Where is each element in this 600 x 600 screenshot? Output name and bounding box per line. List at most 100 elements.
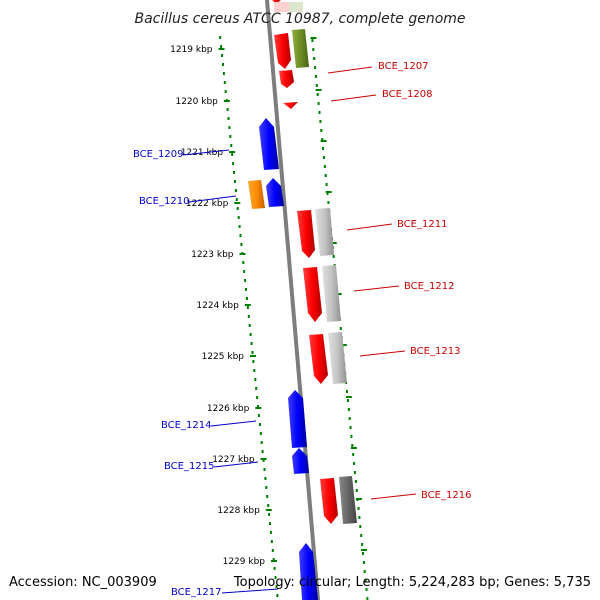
tick-label: 1222 kbp [186, 199, 229, 209]
tick-mark [271, 560, 277, 562]
gene-label-bce-1214[interactable]: BCE_1214 [161, 420, 211, 431]
tick-label: 1220 kbp [175, 97, 218, 107]
left-track-dot [261, 450, 264, 453]
tick-mark-right [345, 396, 352, 398]
right-track-dot [323, 165, 326, 168]
right-track-dot [362, 552, 364, 555]
left-track-dot [255, 387, 258, 390]
gene-label-bce-1208[interactable]: BCE_1208 [382, 89, 432, 100]
left-track-dot [240, 243, 243, 246]
tick-mark-right [355, 498, 362, 500]
right-track-dot [346, 390, 348, 393]
tick-label: 1227 kbp [212, 455, 255, 465]
gene-arrow-bce-1215 [292, 448, 309, 474]
right-track-dot [351, 444, 354, 447]
tick-dot-tracks [219, 36, 369, 600]
right-track-dot [352, 453, 355, 456]
tick-mark [265, 509, 272, 511]
right-track-dot [313, 57, 316, 60]
gene-label-bce-1207[interactable]: BCE_1207 [378, 61, 428, 72]
left-track-dot [234, 189, 237, 192]
left-track-dot [220, 45, 223, 48]
tick-mark-right [335, 293, 342, 295]
left-track-dot [224, 90, 227, 93]
gene-label-bce-1216[interactable]: BCE_1216 [421, 490, 471, 501]
right-track-dot [357, 507, 360, 510]
gene-arrow-bce-1208b [283, 102, 298, 109]
left-track-dot [235, 198, 238, 201]
leader-bce-1211 [346, 223, 393, 231]
left-track-dot [231, 153, 234, 156]
tick-mark-right [361, 549, 367, 551]
left-track-dot [226, 108, 229, 111]
tick-mark [223, 100, 230, 102]
left-track-dot [271, 549, 274, 552]
left-track-dot [262, 459, 265, 462]
right-track-dot [347, 408, 350, 411]
leader-bce-1217 [221, 588, 279, 594]
left-track-dot [275, 585, 278, 588]
leader-bce-1210 [188, 195, 237, 203]
left-track-dot [251, 351, 254, 354]
left-track-dot [268, 513, 271, 516]
right-track-dot [354, 480, 357, 483]
leader-bce-1212 [353, 285, 400, 292]
tick-mark-right [320, 140, 327, 142]
tick-mark [250, 355, 256, 357]
left-track-dot [257, 405, 259, 408]
right-track-dot [339, 327, 342, 330]
right-track-dot [350, 435, 353, 438]
right-track-dot [362, 561, 365, 564]
right-track-dot [346, 399, 349, 402]
gene-arrow-bce-1210 [266, 178, 284, 207]
left-track-dot [263, 468, 266, 471]
tick-mark-right [315, 89, 322, 91]
left-track-dot [221, 54, 223, 57]
gene-label-bce-1211[interactable]: BCE_1211 [397, 219, 447, 230]
gene-arrow-bce-1212 [303, 267, 322, 322]
leader-bce-1208 [330, 94, 377, 102]
tick-label: 1223 kbp [191, 250, 234, 260]
right-track-dot [322, 156, 325, 159]
left-track-dot [247, 315, 250, 318]
left-track-dot [258, 423, 261, 426]
left-track-dot [264, 477, 267, 480]
gene-features [248, 0, 357, 600]
right-track-dot [358, 516, 361, 519]
genome-backbone [265, 0, 320, 600]
left-track-dot [272, 558, 275, 561]
right-track-dot [311, 39, 314, 42]
tick-label: 1229 kbp [223, 557, 266, 567]
right-track-dot [354, 471, 356, 474]
right-track-dot [322, 147, 324, 150]
left-track-dot [234, 180, 236, 183]
gene-label-bce-1213[interactable]: BCE_1213 [410, 346, 460, 357]
left-track-dot [236, 207, 239, 210]
gene-label-bce-1212[interactable]: BCE_1212 [404, 281, 454, 292]
right-track-dot [349, 426, 352, 429]
left-track-dot [276, 594, 279, 597]
tick-label: 1226 kbp [207, 404, 250, 414]
gene-label-bce-1215[interactable]: BCE_1215 [164, 461, 214, 472]
right-track-dot [355, 489, 358, 492]
right-track-dot [363, 570, 366, 573]
left-track-dot [250, 342, 253, 345]
left-track-dot [239, 234, 242, 237]
leader-bce-1215 [213, 461, 259, 468]
gene-label-bce-1209[interactable]: BCE_1209 [133, 149, 183, 160]
map-title: Bacillus cereus ATCC 10987, complete gen… [134, 11, 465, 27]
gene-arrow-bce-1214 [288, 390, 307, 448]
tick-mark [239, 253, 246, 255]
left-track-dot [270, 540, 273, 543]
left-track-dot [260, 441, 263, 444]
left-track-dot [257, 414, 260, 417]
tick-mark [234, 202, 241, 204]
gene-label-bce-1210[interactable]: BCE_1210 [139, 196, 189, 207]
right-track-dot [320, 129, 323, 132]
right-track-dot [327, 201, 330, 204]
gene-label-bce-1217[interactable]: BCE_1217 [171, 587, 221, 598]
left-track-dot [246, 306, 249, 309]
left-track-dot [223, 81, 226, 84]
